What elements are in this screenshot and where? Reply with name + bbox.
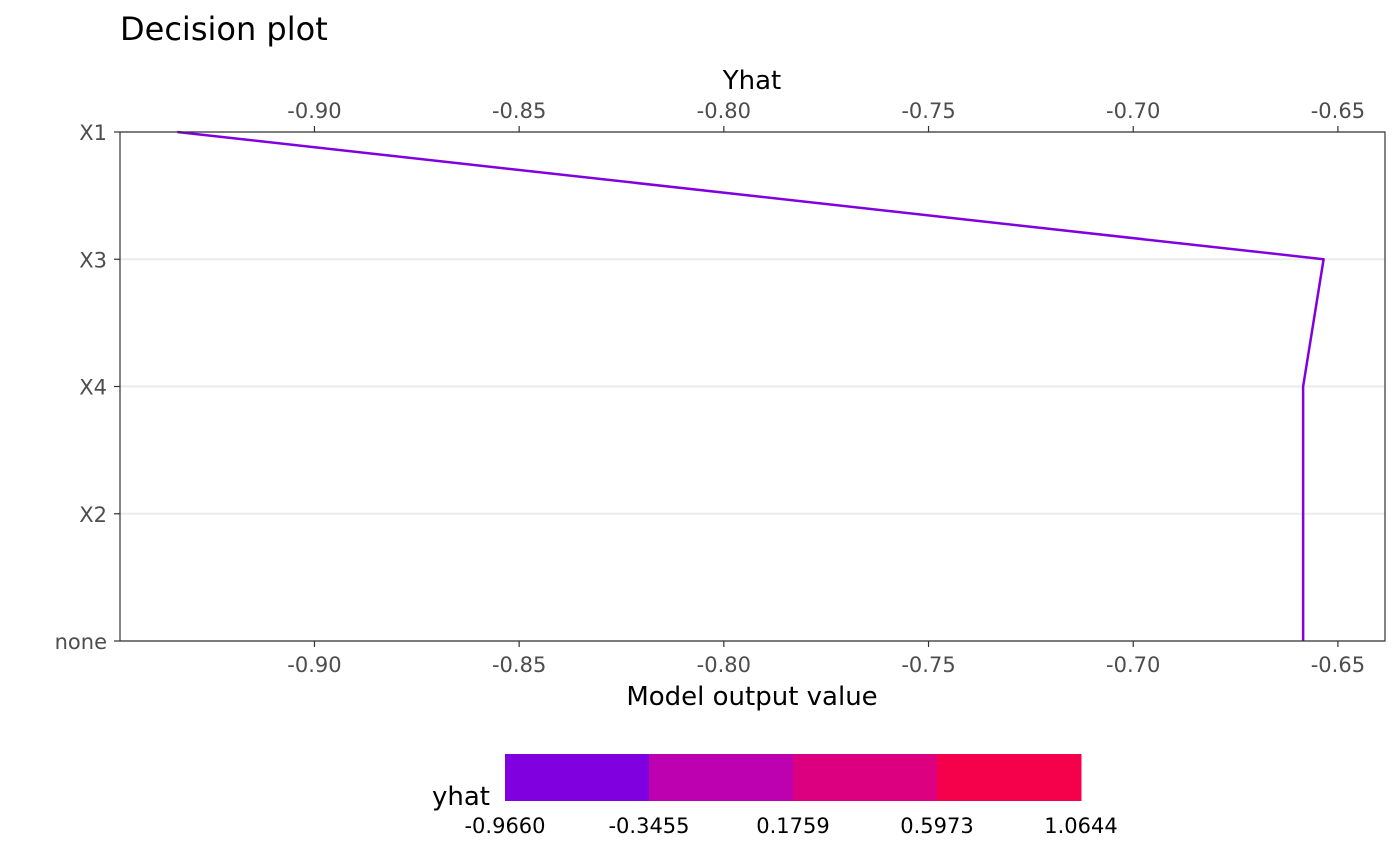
top-x-tick-label: -0.65	[1311, 99, 1365, 123]
chart-title: Decision plot	[120, 10, 328, 48]
series-lines	[177, 130, 1325, 641]
color-legend: yhat -0.9660 -0.3455 0.1759 0.5973 1.0644	[432, 754, 1118, 838]
legend-title: yhat	[432, 782, 490, 812]
y-tick-label: X3	[79, 248, 107, 272]
legend-color-bin	[505, 754, 650, 801]
decision-path-line	[177, 130, 1325, 641]
bottom-x-tick-label: -0.65	[1311, 653, 1365, 677]
bottom-x-tick-label: -0.90	[287, 653, 341, 677]
legend-break-label: -0.9660	[464, 814, 545, 838]
legend-break-label: -0.3455	[608, 814, 689, 838]
y-axis: X1 X3 X4 X2 none	[55, 121, 120, 654]
y-tick-label: X4	[79, 376, 107, 400]
legend-color-bin	[793, 754, 938, 801]
y-tick-label: X1	[79, 121, 107, 145]
legend-color-bin	[649, 754, 794, 801]
y-tick-label: none	[55, 630, 107, 654]
top-x-axis: -0.90 -0.85 -0.80 -0.75 -0.70 -0.65	[287, 99, 1365, 132]
bottom-x-tick-label: -0.70	[1106, 653, 1160, 677]
top-x-tick-label: -0.75	[901, 99, 955, 123]
top-x-tick-label: -0.70	[1106, 99, 1160, 123]
bottom-axis-title: Model output value	[626, 682, 877, 712]
top-x-tick-label: -0.80	[697, 99, 751, 123]
bottom-x-tick-label: -0.85	[492, 653, 546, 677]
legend-break-label: 0.5973	[900, 814, 973, 838]
bottom-x-axis: -0.90 -0.85 -0.80 -0.75 -0.70 -0.65	[287, 641, 1365, 677]
top-x-tick-label: -0.85	[492, 99, 546, 123]
legend-break-label: 1.0644	[1044, 814, 1117, 838]
bottom-x-tick-label: -0.75	[901, 653, 955, 677]
bottom-x-tick-label: -0.80	[697, 653, 751, 677]
top-axis-title: Yhat	[722, 66, 782, 96]
legend-color-bin	[937, 754, 1082, 801]
top-x-tick-label: -0.90	[287, 99, 341, 123]
y-tick-label: X2	[79, 503, 107, 527]
gridlines	[120, 131, 1385, 642]
legend-break-label: 0.1759	[756, 814, 829, 838]
